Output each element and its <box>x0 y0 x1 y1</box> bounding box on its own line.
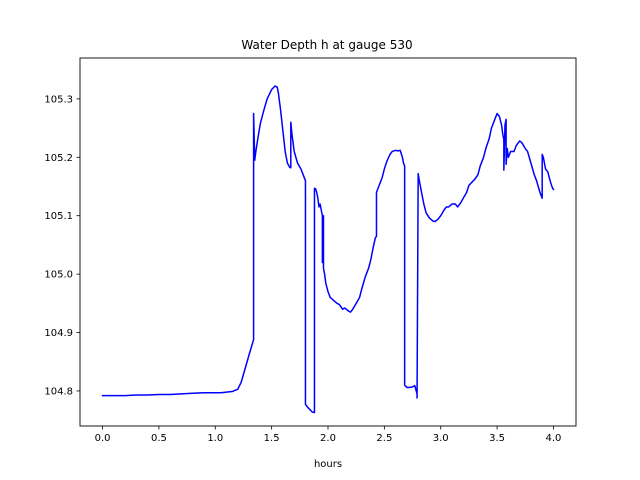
y-tick-label: 105.0 <box>44 270 73 281</box>
y-tick-label: 104.8 <box>44 386 73 397</box>
x-tick-label: 2.0 <box>320 433 336 444</box>
y-tick-label: 104.9 <box>44 328 73 339</box>
series-layer <box>101 85 555 414</box>
chart-title: Water Depth h at gauge 530 <box>241 38 412 52</box>
x-tick-label: 3.5 <box>489 433 505 444</box>
x-tick-label: 4.0 <box>546 433 562 444</box>
x-tick-label: 3.0 <box>433 433 449 444</box>
x-tick-label: 1.0 <box>207 433 223 444</box>
x-tick-label: 0.0 <box>95 433 111 444</box>
y-axis-ticks: 104.8 104.9 105.0 105.1 105.2 105.3 <box>44 94 80 397</box>
y-tick-label: 105.1 <box>44 211 73 222</box>
x-tick-label: 2.5 <box>376 433 392 444</box>
series-line-1 <box>101 85 555 414</box>
x-axis-title: hours <box>314 459 342 470</box>
x-axis-ticks: 0.0 0.5 1.0 1.5 2.0 2.5 3.0 3.5 4.0 <box>95 426 562 444</box>
y-tick-label: 105.2 <box>44 153 73 164</box>
y-tick-label: 105.3 <box>44 94 73 105</box>
x-tick-label: 1.5 <box>264 433 280 444</box>
plot-area-frame <box>79 57 577 427</box>
x-tick-label: 0.5 <box>151 433 167 444</box>
